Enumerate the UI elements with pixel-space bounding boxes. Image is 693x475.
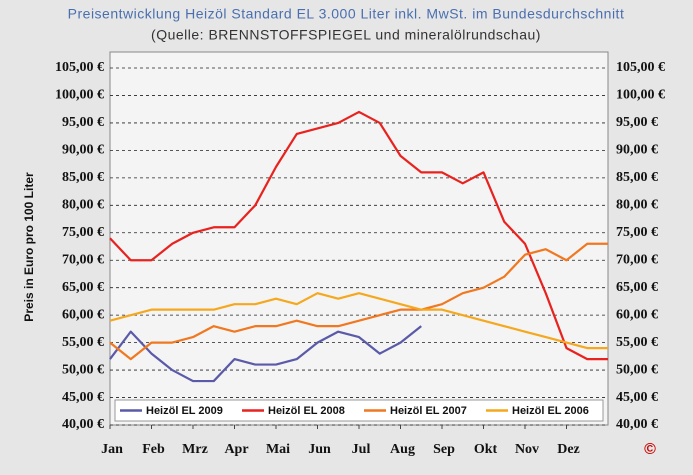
y-tick-label: 60,00 € xyxy=(62,307,104,322)
x-tick-label: Jan xyxy=(101,442,123,457)
y-tick-label: 105,00 € xyxy=(55,60,104,75)
x-tick-label: Apr xyxy=(224,442,248,457)
y-tick-label-right: 105,00 € xyxy=(616,60,665,75)
chart-subtitle: (Quelle: BRENNSTOFFSPIEGEL und mineralöl… xyxy=(151,27,541,43)
legend-label: Heizöl EL 2008 xyxy=(268,405,345,417)
y-tick-label: 75,00 € xyxy=(62,225,104,240)
y-tick-label-right: 75,00 € xyxy=(616,225,658,240)
x-tick-label: Nov xyxy=(515,442,539,457)
x-tick-label: Mai xyxy=(266,442,290,457)
y-tick-label: 65,00 € xyxy=(62,280,104,295)
y-tick-label: 80,00 € xyxy=(62,198,104,213)
y-tick-label: 70,00 € xyxy=(62,252,104,267)
x-tick-label: Okt xyxy=(474,442,498,457)
series-line xyxy=(109,242,608,361)
y-tick-label: 50,00 € xyxy=(62,362,104,377)
y-tick-label: 40,00 € xyxy=(62,417,104,432)
x-tick-label: Sep xyxy=(433,442,455,457)
series-line xyxy=(109,325,422,383)
x-tick-label: Jul xyxy=(352,442,371,457)
series-line xyxy=(109,292,608,350)
x-tick-label: Feb xyxy=(142,442,165,457)
legend-label: Heizöl EL 2007 xyxy=(390,405,467,417)
y-tick-label-right: 60,00 € xyxy=(616,307,658,322)
y-tick-label-right: 50,00 € xyxy=(616,362,658,377)
plot-area xyxy=(109,51,609,426)
x-tick-label: Aug xyxy=(390,442,415,457)
legend-box xyxy=(114,399,604,422)
chart-title: Preisentwicklung Heizöl Standard EL 3.00… xyxy=(68,6,625,22)
y-tick-label-right: 100,00 € xyxy=(616,88,665,103)
y-tick-label: 95,00 € xyxy=(62,115,104,130)
y-tick-label: 90,00 € xyxy=(62,143,104,158)
y-axis-label: Preis in Euro pro 100 Liter xyxy=(22,172,36,322)
legend-label: Heizöl EL 2009 xyxy=(146,405,223,417)
x-tick-label: Mrz xyxy=(182,442,208,457)
y-tick-label-right: 70,00 € xyxy=(616,252,658,267)
y-tick-label-right: 85,00 € xyxy=(616,170,658,185)
y-tick-label: 45,00 € xyxy=(62,390,104,405)
series-line xyxy=(109,110,608,361)
y-tick-label-right: 80,00 € xyxy=(616,198,658,213)
y-tick-label-right: 40,00 € xyxy=(616,417,658,432)
y-tick-label: 85,00 € xyxy=(62,170,104,185)
x-tick-label: Jun xyxy=(308,442,331,457)
legend-label: Heizöl EL 2006 xyxy=(512,405,589,417)
logo: © xyxy=(644,441,656,458)
y-tick-label: 55,00 € xyxy=(62,335,104,350)
x-tick-label: Dez xyxy=(557,442,580,457)
y-tick-label-right: 95,00 € xyxy=(616,115,658,130)
y-tick-label-right: 55,00 € xyxy=(616,335,658,350)
y-tick-label-right: 65,00 € xyxy=(616,280,658,295)
y-tick-label: 100,00 € xyxy=(55,88,104,103)
y-tick-label-right: 45,00 € xyxy=(616,390,658,405)
y-tick-label-right: 90,00 € xyxy=(616,143,658,158)
